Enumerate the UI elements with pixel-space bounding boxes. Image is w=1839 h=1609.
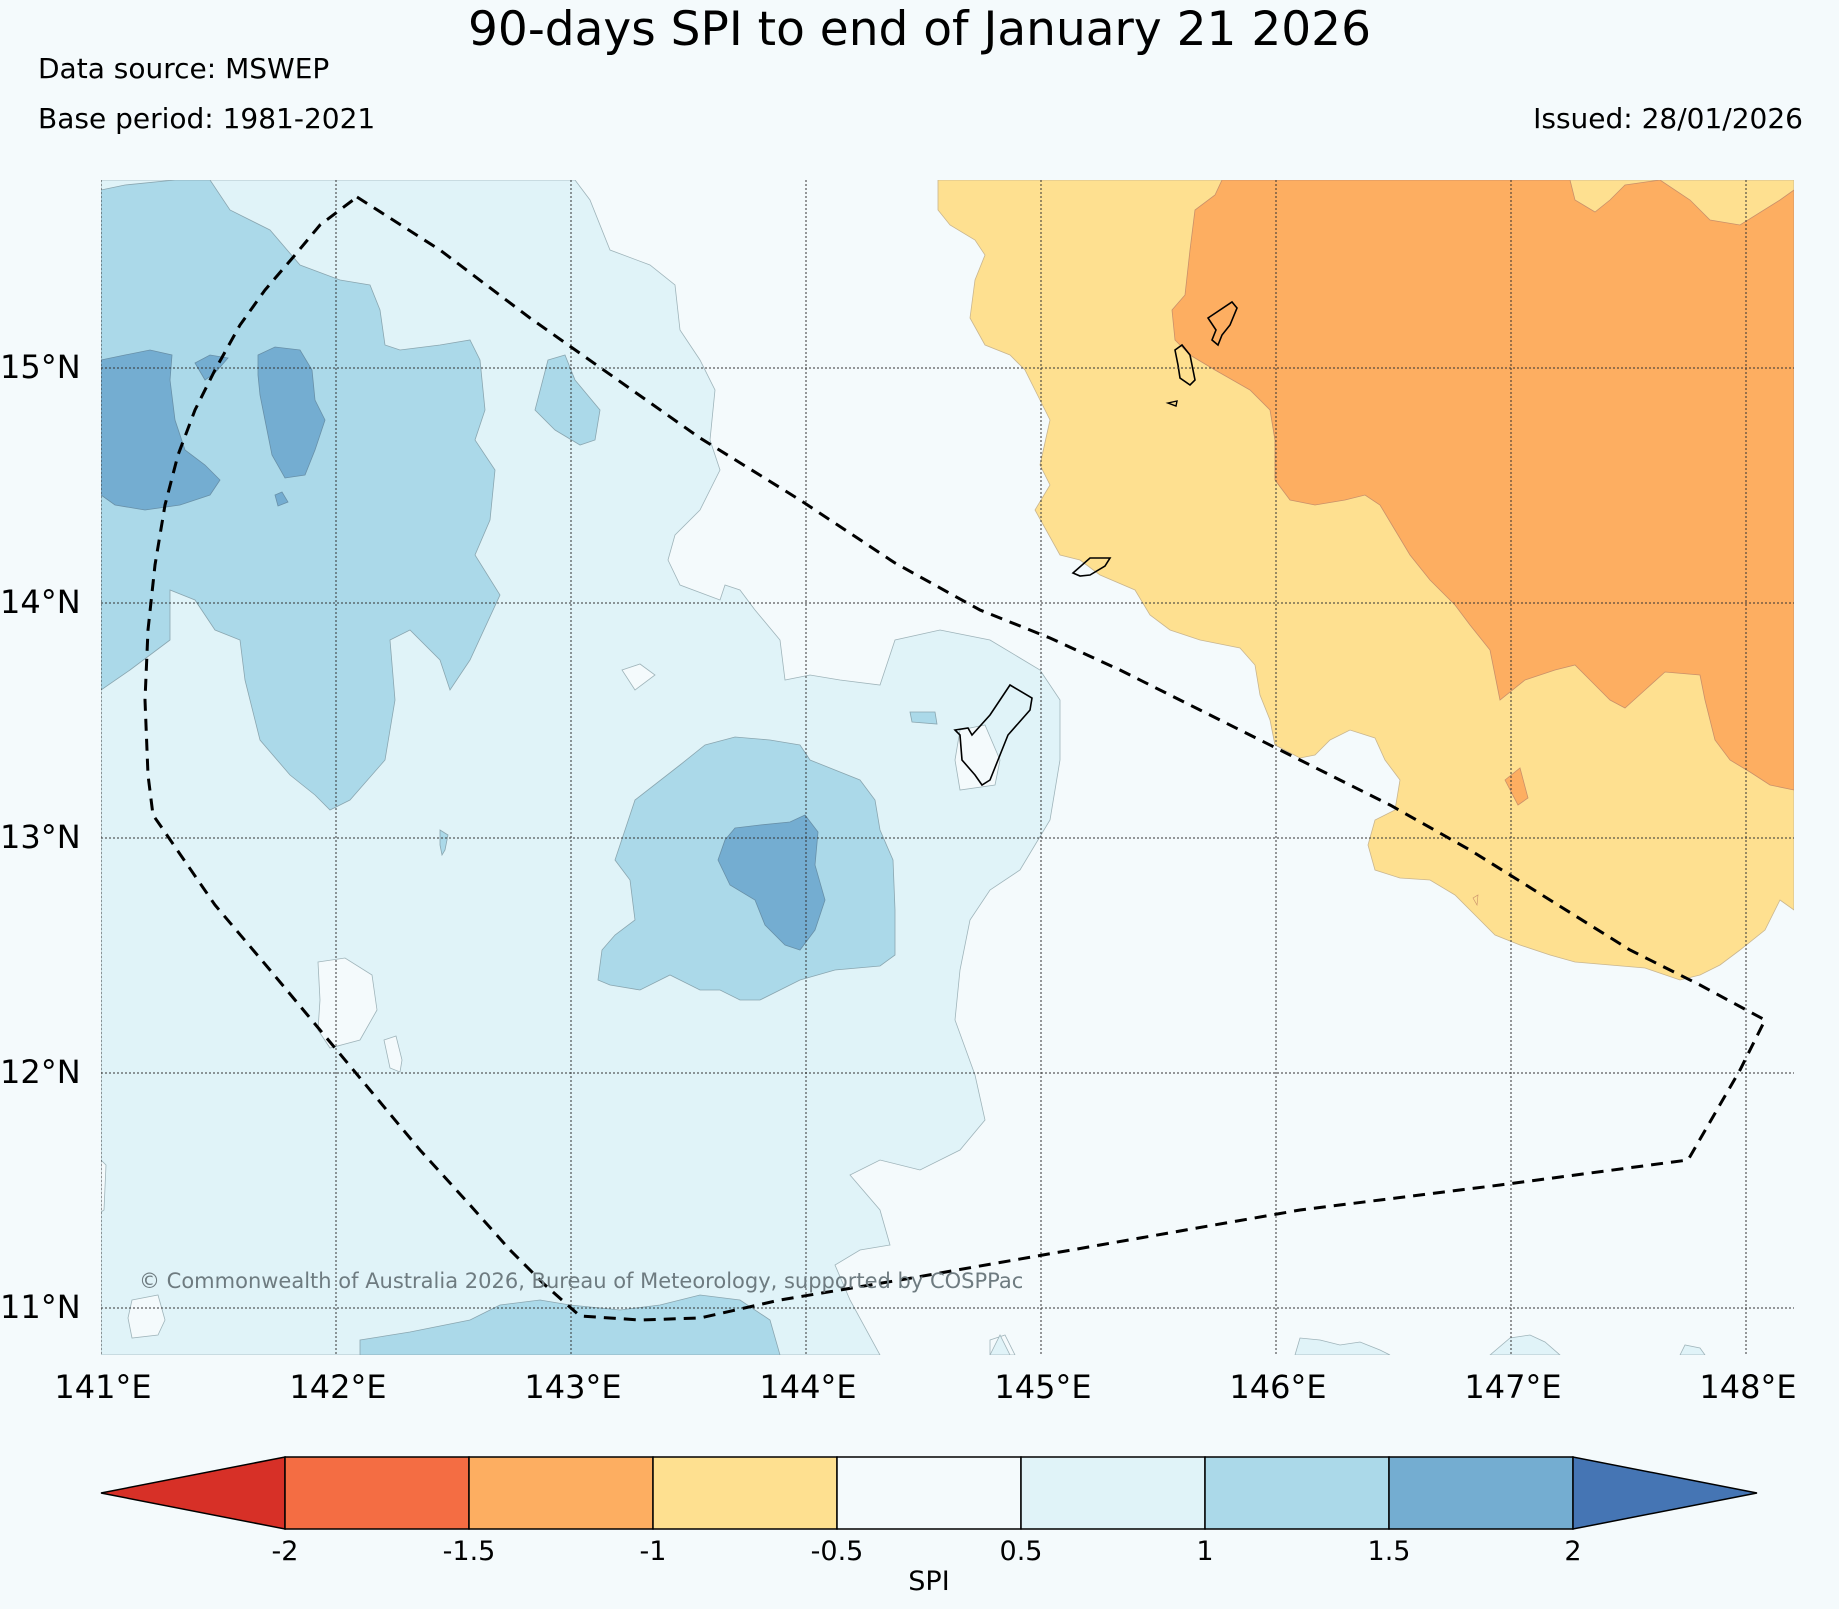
colorbar-tick: -1.5 bbox=[443, 1536, 496, 1567]
spi-minus1-minus1.5-region bbox=[1171, 180, 1794, 791]
colorbar-extend-low bbox=[100, 1456, 286, 1530]
island-outline bbox=[1165, 400, 1178, 407]
spi-1.5-2-region bbox=[101, 349, 221, 511]
lon-label-147e: 147°E bbox=[1464, 1368, 1561, 1406]
colorbar-extend-high bbox=[1572, 1456, 1758, 1530]
map-title: 90-days SPI to end of January 21 2026 bbox=[468, 2, 1371, 57]
colorbar-bin-minus2-minus1.5 bbox=[284, 1456, 470, 1530]
near-normal-patch bbox=[383, 1035, 403, 1073]
lon-label-142e: 142°E bbox=[289, 1368, 386, 1406]
spi-0.5-1-region bbox=[989, 1334, 1011, 1355]
colorbar-tick: 2 bbox=[1564, 1536, 1581, 1567]
near-normal-patch bbox=[317, 957, 378, 1049]
spi-1-1.5-region bbox=[359, 1294, 781, 1355]
latitude-labels: 15°N 14°N 13°N 12°N 11°N bbox=[0, 348, 81, 1326]
base-period-label: Base period: 1981-2021 bbox=[38, 102, 376, 135]
colorbar-tick: 0.5 bbox=[1000, 1536, 1043, 1567]
near-normal-patch bbox=[621, 663, 656, 691]
lon-label-146e: 146°E bbox=[1229, 1368, 1326, 1406]
lon-label-143e: 143°E bbox=[524, 1368, 621, 1406]
lon-label-148e: 148°E bbox=[1699, 1368, 1796, 1406]
island-outline bbox=[1071, 557, 1112, 577]
colorbar-bin-minus0.5-0.5 bbox=[836, 1456, 1022, 1530]
small-dry-patch bbox=[1472, 894, 1479, 906]
colorbar-tick: -2 bbox=[272, 1536, 299, 1567]
colorbar-label: SPI bbox=[908, 1566, 949, 1597]
map-area: © Commonwealth of Australia 2026, Bureau… bbox=[101, 180, 1794, 1355]
colorbar-tick: -1 bbox=[640, 1536, 667, 1567]
island-outline bbox=[1174, 343, 1196, 387]
issued-date-label: Issued: 28/01/2026 bbox=[1533, 102, 1803, 135]
spi-0.5-1-region bbox=[1679, 1344, 1706, 1355]
lat-label-14n: 14°N bbox=[0, 583, 81, 621]
copyright-notice: © Commonwealth of Australia 2026, Bureau… bbox=[139, 1269, 1023, 1293]
eez-boundary bbox=[143, 195, 1767, 1322]
spi-0.5-1-region bbox=[1294, 1337, 1391, 1355]
lat-label-13n: 13°N bbox=[0, 818, 81, 856]
colorbar-bin-minus1-minus0.5 bbox=[652, 1456, 838, 1530]
colorbar-bin-0.5-1 bbox=[1020, 1456, 1206, 1530]
colorbar-tick: -0.5 bbox=[811, 1536, 864, 1567]
island-outline bbox=[1206, 300, 1238, 347]
spi-1.5-2-region bbox=[274, 491, 289, 507]
longitude-labels: 141°E 142°E 143°E 144°E 145°E 146°E 147°… bbox=[54, 1368, 1796, 1406]
spi-1-1.5-region bbox=[101, 180, 501, 811]
spi-1-1.5-region bbox=[909, 711, 938, 725]
near-normal-patch bbox=[127, 1294, 166, 1339]
spi-colorbar: -2 -1.5 -1 -0.5 0.5 1 1.5 2 SPI bbox=[100, 1456, 1758, 1597]
colorbar-bin-1-1.5 bbox=[1204, 1456, 1390, 1530]
spi-1-1.5-region bbox=[439, 829, 449, 857]
lon-label-144e: 144°E bbox=[759, 1368, 856, 1406]
lon-label-145e: 145°E bbox=[994, 1368, 1091, 1406]
colorbar-tick: 1 bbox=[1196, 1536, 1213, 1567]
spi-1-1.5-region bbox=[534, 354, 601, 446]
lat-label-11n: 11°N bbox=[0, 1288, 81, 1326]
spi-1.5-2-region bbox=[257, 346, 326, 479]
spi-1.5-2-region bbox=[717, 814, 826, 951]
lon-label-141e: 141°E bbox=[54, 1368, 151, 1406]
data-source-label: Data source: MSWEP bbox=[38, 52, 330, 85]
island-outline bbox=[953, 683, 1033, 787]
near-normal-patch bbox=[101, 1159, 107, 1213]
lat-label-15n: 15°N bbox=[0, 348, 81, 386]
lat-label-12n: 12°N bbox=[0, 1053, 81, 1091]
near-normal-patch bbox=[954, 724, 1001, 791]
colorbar-bin-1.5-2 bbox=[1388, 1456, 1574, 1530]
colorbar-bin-minus1.5-minus1 bbox=[468, 1456, 654, 1530]
spi-0.5-1-region bbox=[1489, 1334, 1561, 1355]
colorbar-tick: 1.5 bbox=[1368, 1536, 1411, 1567]
